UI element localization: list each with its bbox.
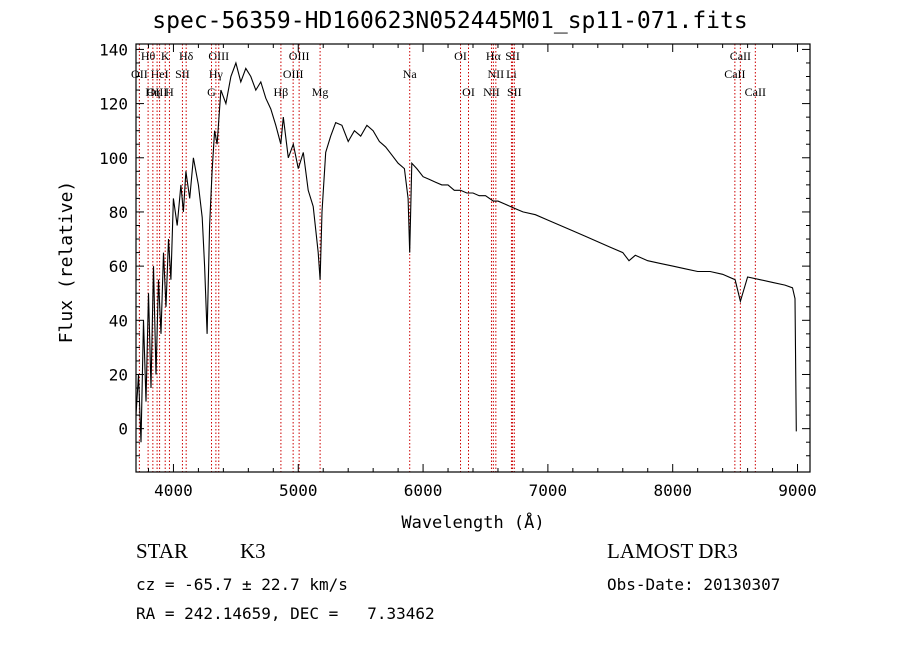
y-tick-label: 80 [109,203,128,222]
line-marker-label: Hγ [209,67,224,81]
survey-name: LAMOST DR3 [607,539,738,563]
line-marker-label: OIII [283,67,304,81]
line-marker-label: SII [507,85,522,99]
line-marker-label: NII [488,67,505,81]
line-marker-label: OI [454,49,467,63]
x-tick-label: 8000 [653,481,692,500]
x-tick-label: 6000 [404,481,443,500]
object-class: STAR [136,539,188,563]
line-marker-label: OII [131,67,148,81]
x-tick-label: 5000 [279,481,318,500]
line-marker-label: Hα [486,49,502,63]
plot-frame [135,43,811,473]
x-tick-label: 9000 [778,481,817,500]
line-marker-label: SII [175,67,190,81]
line-marker-label: Na [403,67,418,81]
y-tick-label: 20 [109,365,128,384]
y-tick-label: 0 [118,420,128,439]
line-marker-label: HeI [151,67,169,81]
line-marker-label: G [207,85,216,99]
line-marker-label: K [161,49,170,63]
line-marker-label: Hδ [179,49,194,63]
obs-date: Obs-Date: 20130307 [607,575,781,594]
line-marker-label: H [165,85,174,99]
line-marker-label: OI [462,85,475,99]
object-subclass: K3 [240,539,266,563]
line-marker-label: Mg [312,85,329,99]
line-marker-label: OIII [289,49,310,63]
ra-dec: RA = 242.14659, DEC = 7.33462 [136,604,435,623]
line-marker-label: OIII [147,85,168,99]
x-tick-label: 7000 [529,481,568,500]
line-marker-label: Li [506,67,517,81]
spectrum-line [135,61,797,443]
y-axis-label: Flux (relative) [56,181,77,344]
line-marker-label: Hη [145,85,160,99]
line-marker-label: CaII [724,67,745,81]
y-tick-label: 40 [109,311,128,330]
y-tick-label: 140 [99,40,128,59]
y-tick-label: 120 [99,95,128,114]
line-marker-label: CaII [730,49,751,63]
redshift-cz: cz = -65.7 ± 22.7 km/s [136,575,348,594]
x-axis-label: Wavelength (Å) [401,511,544,533]
line-marker-label: OIII [208,49,229,63]
line-marker-label: Hθ [141,49,156,63]
x-tick-label: 4000 [154,481,193,500]
line-marker-label: NII [483,85,500,99]
line-marker-label: SII [505,49,520,63]
line-marker-label: Hβ [274,85,289,99]
y-tick-label: 100 [99,149,128,168]
line-marker-label: CaII [745,85,766,99]
y-tick-label: 60 [109,257,128,276]
chart-title: spec-56359-HD160623N052445M01_sp11-071.f… [152,8,748,34]
